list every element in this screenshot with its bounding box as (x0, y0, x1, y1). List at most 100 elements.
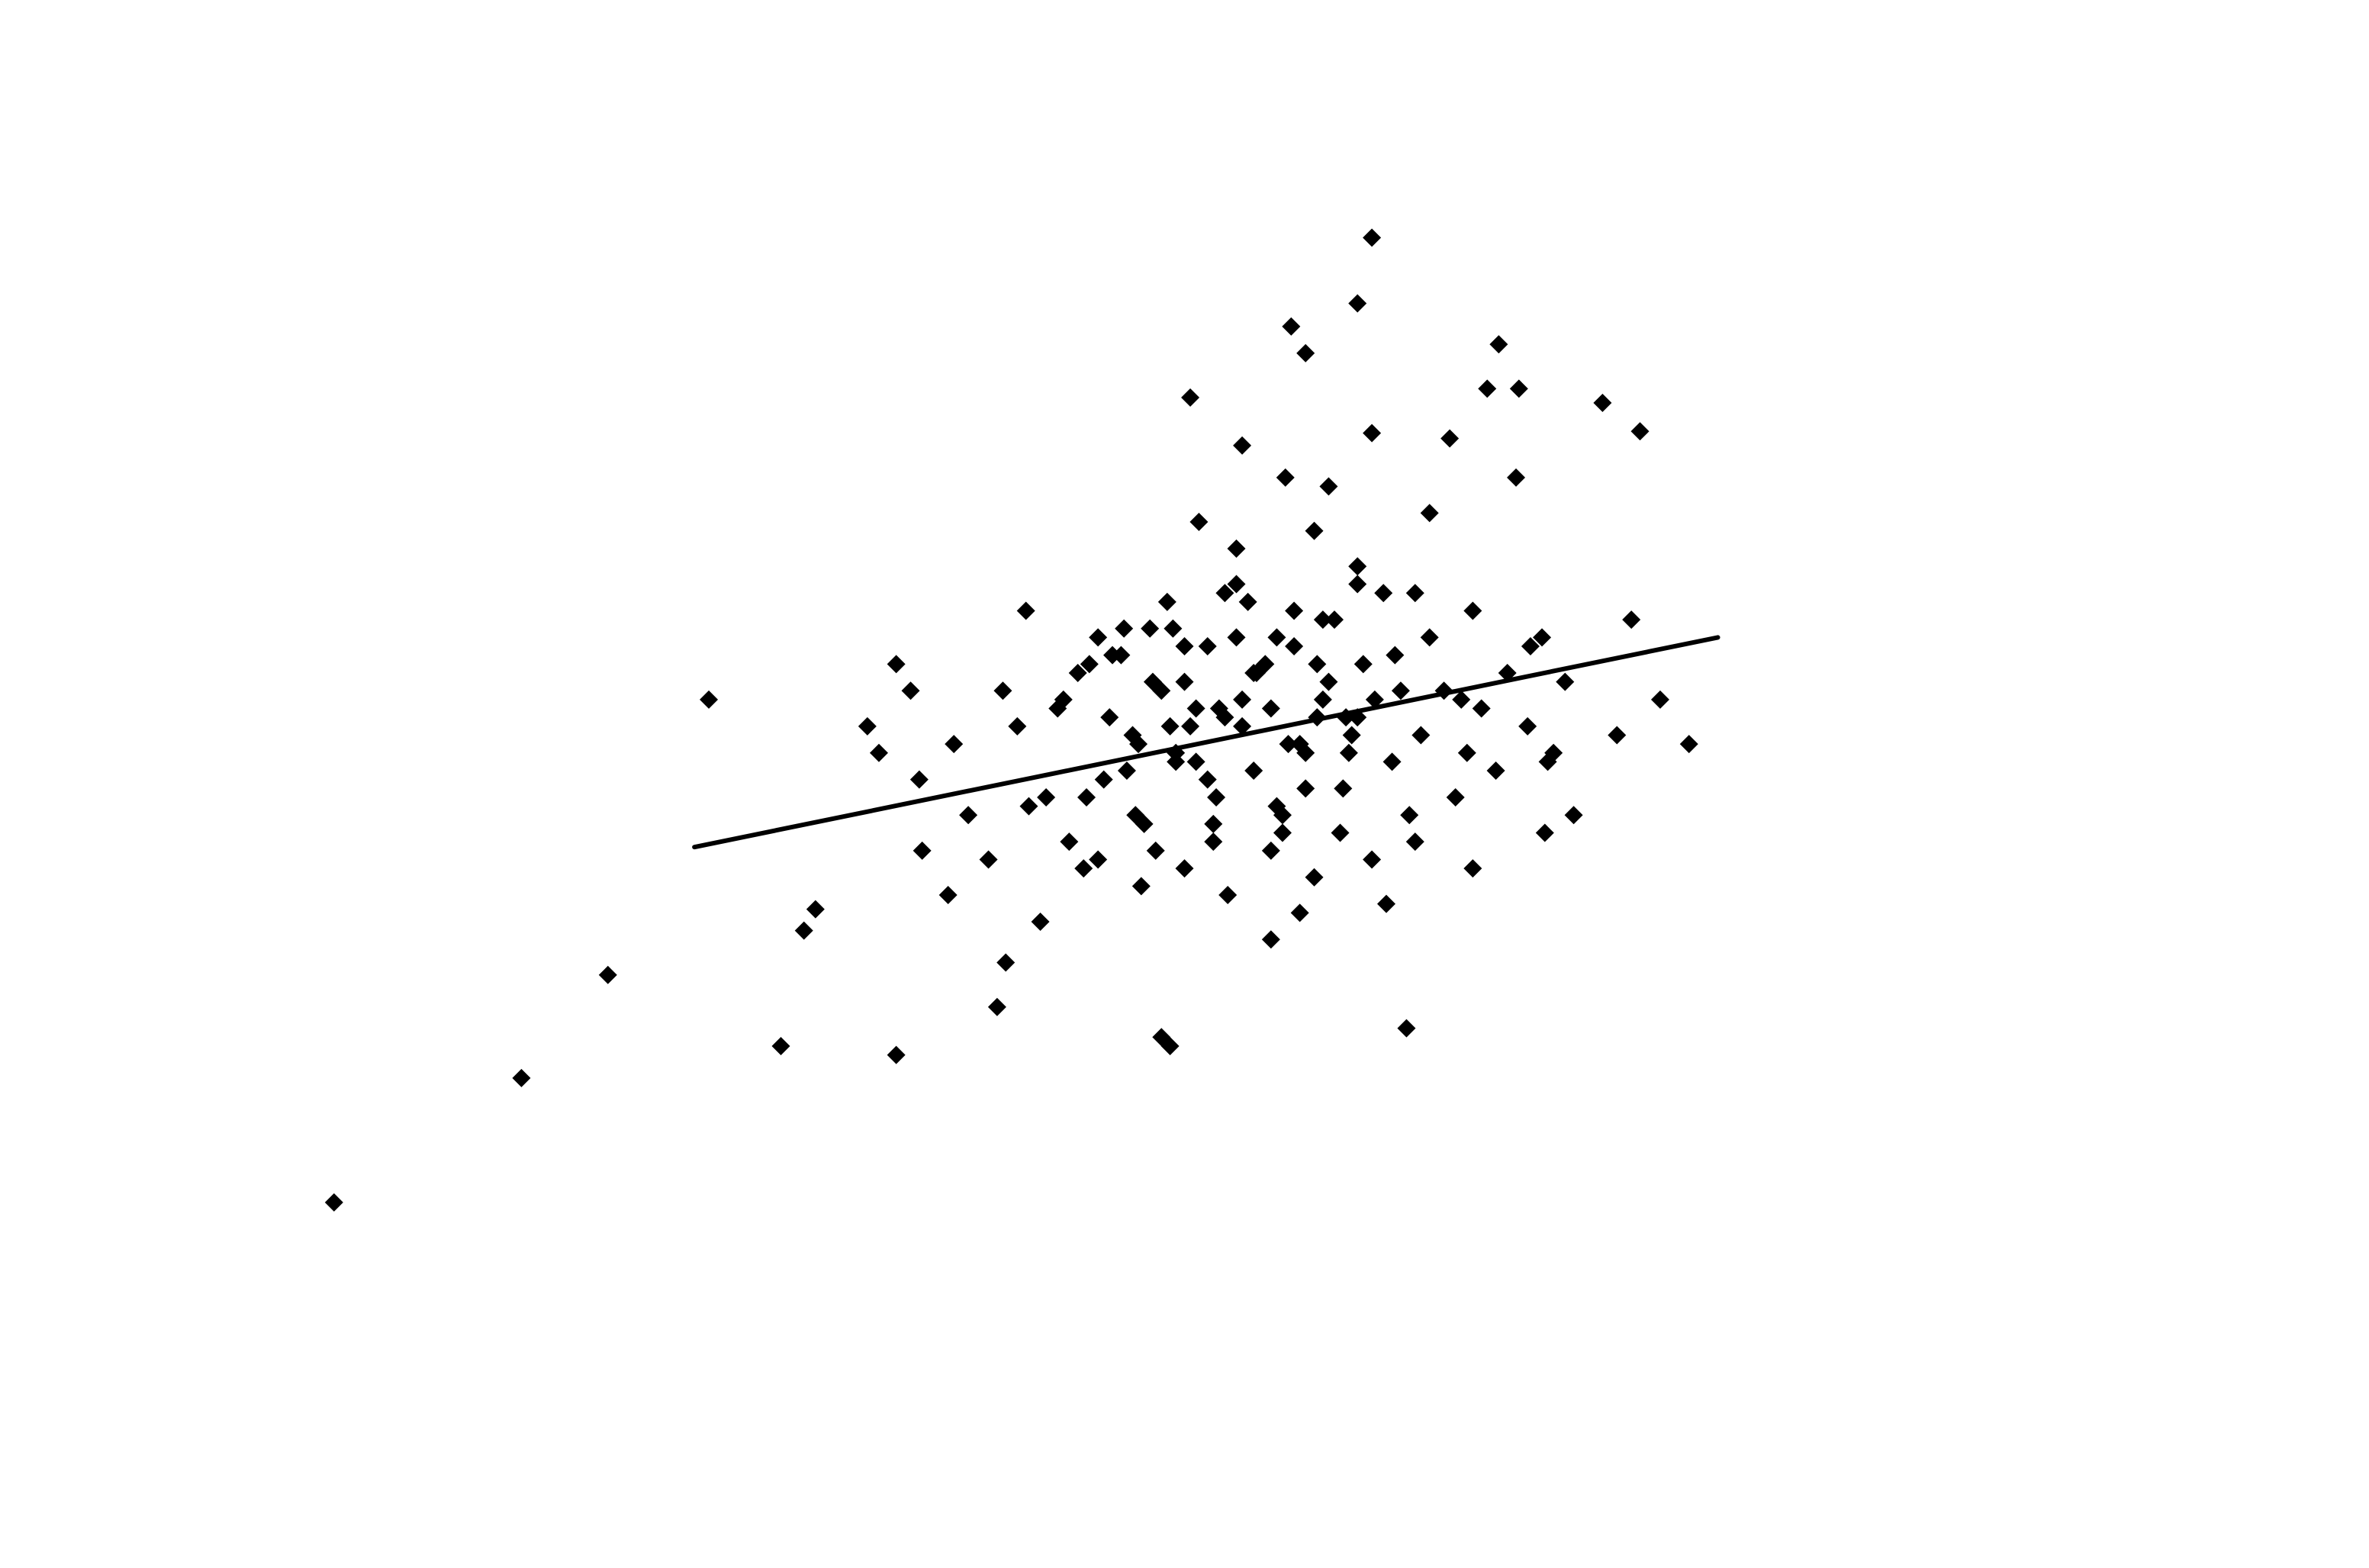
data-point (1261, 699, 1280, 718)
points-layer (324, 228, 1698, 1212)
data-point (1521, 637, 1540, 656)
data-point (1089, 850, 1108, 869)
data-point (1331, 823, 1350, 842)
data-point (909, 770, 929, 789)
data-point (1019, 797, 1038, 816)
data-point (901, 681, 920, 700)
data-point (1518, 716, 1537, 736)
data-point (512, 1068, 531, 1087)
data-point (1094, 770, 1113, 789)
data-point (1313, 690, 1332, 709)
data-point (1452, 690, 1471, 709)
data-point (979, 850, 998, 869)
data-point (1233, 716, 1252, 736)
data-point (1031, 912, 1050, 931)
data-point (1233, 690, 1252, 709)
data-point (1535, 823, 1554, 842)
data-point (993, 681, 1012, 700)
data-point (1342, 726, 1361, 745)
data-point (1325, 610, 1344, 629)
data-point (1296, 343, 1315, 362)
data-point (1131, 877, 1151, 896)
trend-layer (692, 635, 1720, 850)
data-point (1679, 735, 1698, 754)
data-point (1207, 787, 1226, 807)
data-point (1160, 716, 1180, 736)
data-point (1377, 894, 1395, 913)
data-point (1186, 752, 1205, 771)
data-point (1296, 743, 1315, 762)
data-point (1077, 787, 1096, 807)
data-point (1115, 619, 1134, 638)
data-point (806, 900, 825, 919)
data-point (1374, 584, 1393, 603)
data-point (1564, 806, 1583, 825)
data-point (1175, 859, 1194, 878)
data-point (869, 743, 888, 762)
data-point (1175, 672, 1194, 691)
data-point (1339, 743, 1358, 762)
data-point (1037, 787, 1056, 807)
data-point (1276, 468, 1295, 487)
data-point (1348, 575, 1367, 594)
data-point (1227, 575, 1246, 594)
data-point (1382, 752, 1402, 771)
data-point (1440, 429, 1460, 448)
data-point (1533, 628, 1552, 647)
data-point (1227, 539, 1246, 558)
data-point (938, 886, 958, 905)
data-point (1160, 1036, 1180, 1055)
data-point (1386, 646, 1405, 665)
data-point (1227, 628, 1246, 647)
data-point (1400, 806, 1419, 825)
data-point (1319, 672, 1338, 691)
data-point (1308, 655, 1327, 674)
data-point (1405, 584, 1424, 603)
data-point (1198, 770, 1217, 789)
data-point (1313, 610, 1332, 629)
data-point (771, 1036, 790, 1055)
data-point (1181, 716, 1200, 736)
data-point (324, 1193, 343, 1212)
data-point (1622, 610, 1641, 629)
data-point (1100, 708, 1119, 727)
data-point (1238, 592, 1257, 611)
data-point (959, 806, 978, 825)
data-point (1296, 779, 1315, 798)
data-point (1054, 690, 1073, 709)
data-point (1489, 335, 1508, 354)
data-point (1186, 699, 1205, 718)
data-point (945, 735, 964, 754)
data-point (1112, 646, 1131, 665)
data-point (1305, 868, 1324, 887)
data-point (1486, 761, 1505, 781)
data-point (1509, 379, 1528, 398)
data-point (1507, 468, 1526, 487)
data-point (1008, 716, 1027, 736)
data-point (1285, 601, 1304, 620)
data-point (1608, 726, 1627, 745)
data-point (1267, 628, 1286, 647)
data-point (1273, 806, 1292, 825)
data-point (1650, 690, 1669, 709)
data-point (987, 997, 1006, 1016)
data-point (1060, 832, 1079, 852)
data-point (1544, 743, 1563, 762)
trend-line (692, 635, 1720, 850)
data-point (1089, 628, 1108, 647)
data-point (1068, 663, 1087, 682)
data-point (1446, 787, 1465, 807)
data-point (1411, 726, 1431, 745)
data-point (1279, 735, 1298, 754)
data-point (1080, 655, 1099, 674)
data-point (1282, 317, 1301, 336)
data-point (858, 716, 877, 736)
data-point (1175, 637, 1194, 656)
data-point (1181, 388, 1200, 407)
data-point (1218, 886, 1238, 905)
data-point (1146, 841, 1165, 860)
data-point (1463, 601, 1482, 620)
data-point (1215, 708, 1234, 727)
data-point (1198, 637, 1217, 656)
